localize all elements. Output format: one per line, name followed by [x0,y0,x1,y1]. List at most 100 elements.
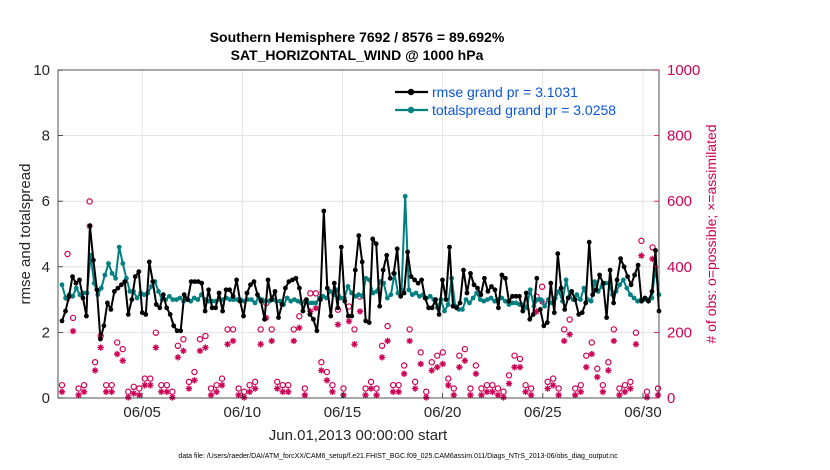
obs-possible-marker-58 [378,342,386,349]
obs-possible-marker-100 [610,326,618,333]
totalspread-point-133 [535,297,540,302]
rmse-point-120 [478,292,484,298]
obs-possible-marker-78 [489,381,496,389]
rmse-point-48 [227,287,233,293]
rmse-point-79 [335,305,341,311]
rmse-point-83 [349,313,355,319]
obs-assimilated-marker-100 [610,337,618,345]
totalspread-point-88 [374,289,379,294]
obs-assimilated-marker-32 [235,391,242,399]
totalspread-point-75 [327,289,333,294]
obs-possible-marker-104 [632,329,640,336]
y-tick-label-5: 10 [33,62,50,79]
obs-assimilated-marker-97 [594,373,601,381]
rmse-point-130 [513,293,519,299]
rmse-point-122 [485,289,491,294]
obs-assimilated-marker-60 [389,388,397,395]
obs-possible-marker-69 [439,349,446,356]
rmse-point-95 [391,271,397,276]
obs-possible-marker-19 [163,381,171,389]
totalspread-point-3 [70,293,76,299]
totalspread-point-158 [624,285,630,291]
obs-assimilated-marker-16 [147,382,154,389]
rmse-point-111 [447,244,452,250]
obs-assimilated-marker-22 [180,347,187,354]
obs-assimilated-marker-96 [588,350,595,358]
rmse-point-90 [373,241,379,247]
rmse-point-141 [551,310,557,316]
rmse-point-75 [321,208,327,214]
totalspread-point-96 [402,193,408,199]
obs-assimilated-marker-89 [549,382,557,389]
obs-assimilated-marker-84 [522,388,529,395]
obs-assimilated-marker-35 [251,385,259,392]
chart-subtitle: SAT_HORIZONTAL_WIND @ 1000 hPa [231,47,484,63]
series-lines [59,193,662,342]
obs-possible-marker-105 [638,237,645,245]
obs-assimilated-marker-47 [318,367,325,374]
rmse-point-71 [307,312,313,317]
obs-possible-marker-4 [80,381,88,389]
obs-possible-marker-32 [235,385,242,392]
totalspread-point-141 [563,277,569,283]
obs-assimilated-marker-64 [411,385,419,392]
rmse-point-93 [384,252,390,258]
obs-assimilated-marker-90 [555,391,562,399]
obs-assimilated-marker-82 [511,364,518,371]
totalspread-point-124 [502,298,508,304]
obs-assimilated-marker-99 [605,367,612,374]
obs-possible-marker-38 [268,326,275,333]
rmse-point-32 [171,323,177,329]
rmse-point-86 [359,259,365,265]
rmse-point-99 [405,249,410,255]
obs-assimilated-marker-19 [163,388,171,395]
obs-possible-marker-82 [511,352,518,359]
obs-possible-marker-99 [605,359,612,366]
obs-assimilated-marker-94 [577,388,584,395]
rmse-point-12 [101,323,107,329]
rmse-point-165 [635,262,641,268]
rmse-point-7 [84,313,89,319]
y-axis-label-right: # of obs: o=possible; ×=assimilated [703,124,719,343]
obs-assimilated-marker-81 [505,380,513,387]
obs-assimilated-marker-27 [207,391,215,399]
rmse-point-11 [98,336,103,342]
obs-possible-marker-36 [257,326,264,333]
totalspread-point-33 [177,295,183,301]
rmse-point-131 [517,293,522,299]
rmse-point-155 [600,280,606,286]
rmse-point-62 [276,315,281,320]
obs-assimilated-marker-86 [533,308,540,315]
rmse-point-67 [293,275,299,281]
rmse-point-128 [506,298,512,304]
obs-assimilated-marker-12 [125,394,132,401]
rmse-point-164 [632,272,637,278]
obs-assimilated-marker-10 [113,350,121,358]
obs-assimilated-marker-39 [274,385,281,392]
rmse-point-89 [370,236,376,242]
rmse-point-85 [356,233,362,239]
rmse-point-34 [178,328,184,334]
rmse-point-69 [300,308,306,314]
rmse-point-68 [297,285,302,291]
obs-assimilated-marker-98 [599,388,607,395]
rmse-point-136 [534,275,540,281]
obs-possible-marker-10 [113,339,121,346]
totalspread-point-63 [284,295,290,301]
rmse-point-27 [153,302,159,307]
rmse-point-81 [342,298,348,304]
rmse-point-0 [59,318,65,324]
obs-assimilated-marker-24 [191,377,198,384]
rmse-point-101 [412,277,417,283]
rmse-point-29 [160,292,166,298]
obs-possible-marker-27 [207,385,215,392]
totalspread-point-4 [73,285,79,291]
obs-possible-marker-108 [654,385,662,392]
obs-possible-marker-96 [588,339,595,346]
totalspread-point-19 [127,289,133,294]
rmse-point-17 [119,282,124,288]
rmse-point-157 [607,267,613,273]
totalspread-point-94 [395,290,401,296]
obs-assimilated-marker-0 [58,388,66,395]
